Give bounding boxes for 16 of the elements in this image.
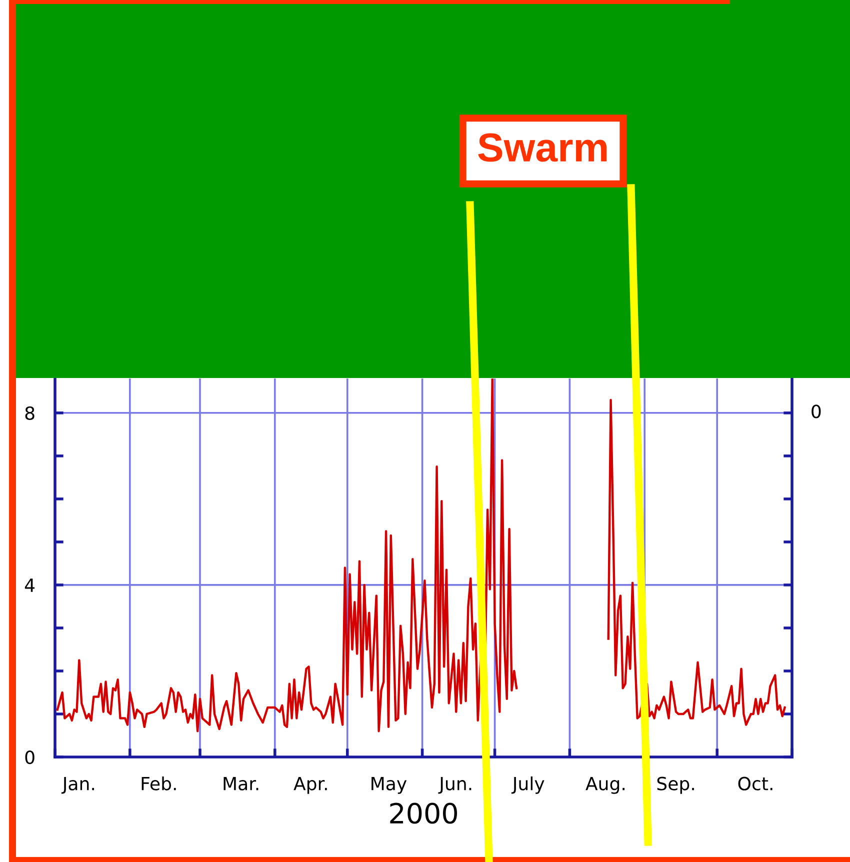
x-tick-label: Sep. [657,776,694,794]
x-tick-label: July [511,776,544,794]
x-tick-label: May [372,777,407,794]
y-tick-label: 4 [24,578,35,592]
text: Swarm [478,133,607,162]
x-axis-title: 2000 [390,802,457,824]
x-tick-label: Mar. [224,777,258,790]
y-tick-label: 8 [25,406,34,420]
x-tick-label: Apr. [294,777,327,794]
x-tick-label: Aug. [586,777,624,794]
y-tick-label: 0 [25,750,34,764]
x-tick-label: Feb. [142,776,176,790]
x-tick-label: Jan. [61,777,94,794]
text: 0 [812,404,821,418]
x-tick-label: Oct. [738,776,772,790]
x-tick-label: Jun. [438,777,472,794]
